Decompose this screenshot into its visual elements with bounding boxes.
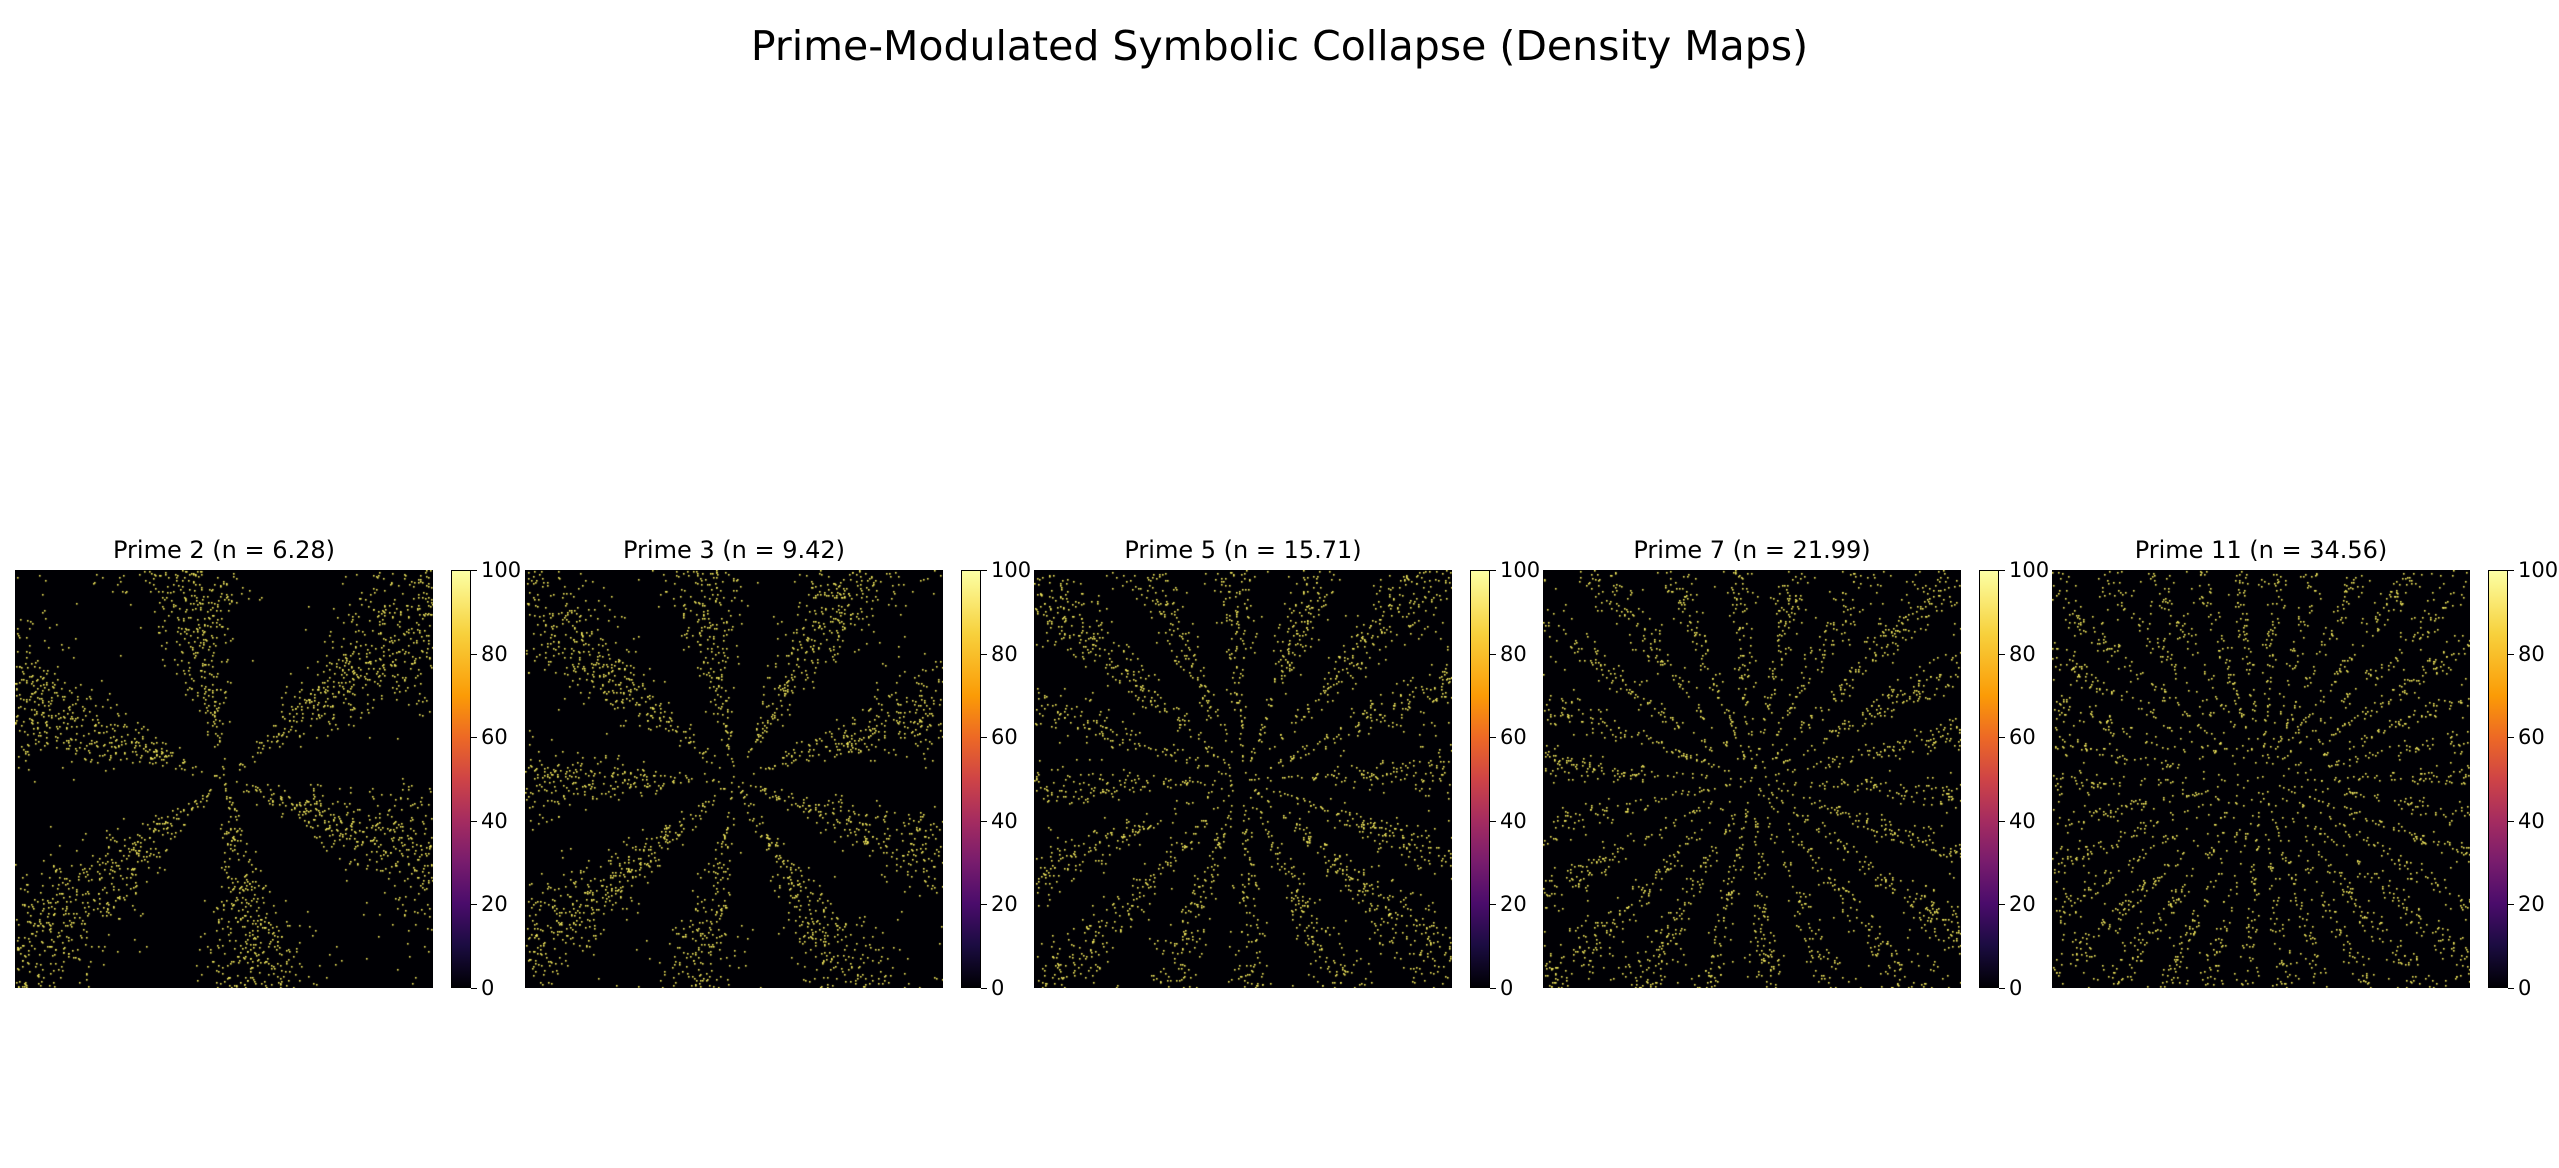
colorbar-tick-label: 40 bbox=[2518, 808, 2545, 833]
density-map bbox=[1543, 570, 1961, 988]
density-panel-prime-7: Prime 7 (n = 21.99) 0 20 40 60 80 100 bbox=[1543, 530, 2053, 1000]
colorbar-tick-mark bbox=[471, 737, 477, 739]
colorbar-tick-label: 40 bbox=[991, 808, 1018, 833]
colorbar-tick-label: 0 bbox=[1500, 976, 1514, 1000]
colorbar-tick-label: 0 bbox=[481, 976, 495, 1000]
colorbar-tick-mark bbox=[981, 904, 987, 906]
colorbar bbox=[961, 570, 981, 988]
colorbar-tick-label: 80 bbox=[481, 641, 508, 666]
colorbar-tick-mark bbox=[1999, 570, 2005, 571]
colorbar-tick-label: 100 bbox=[1500, 558, 1541, 582]
panel-title: Prime 5 (n = 15.71) bbox=[1124, 536, 1362, 564]
colorbar-tick-mark bbox=[981, 653, 987, 655]
colorbar-tick-mark bbox=[1490, 737, 1496, 739]
density-panel-prime-2: Prime 2 (n = 6.28) 0 20 40 60 80 100 bbox=[15, 530, 525, 1000]
colorbar-tick-mark bbox=[981, 820, 987, 822]
colorbar-tick-mark bbox=[2508, 653, 2514, 655]
panel-title: Prime 2 (n = 6.28) bbox=[113, 536, 335, 564]
colorbar-tick-label: 60 bbox=[991, 725, 1018, 750]
colorbar-tick-label: 20 bbox=[481, 892, 508, 917]
colorbar-tick-mark bbox=[1999, 737, 2005, 739]
colorbar-tick-mark bbox=[1999, 653, 2005, 655]
density-panel-prime-3: Prime 3 (n = 9.42) 0 20 40 60 80 100 bbox=[525, 530, 1035, 1000]
colorbar-tick-label: 40 bbox=[2009, 808, 2036, 833]
colorbar-tick-mark bbox=[981, 988, 987, 989]
colorbar-tick-mark bbox=[1490, 570, 1496, 571]
colorbar-tick-mark bbox=[2508, 820, 2514, 822]
panel-title: Prime 3 (n = 9.42) bbox=[623, 536, 845, 564]
colorbar-tick-label: 20 bbox=[1500, 892, 1527, 917]
figure-title: Prime-Modulated Symbolic Collapse (Densi… bbox=[750, 22, 1809, 70]
colorbar-tick-label: 40 bbox=[481, 808, 508, 833]
colorbar-tick-label: 60 bbox=[481, 725, 508, 750]
colorbar bbox=[1979, 570, 1999, 988]
colorbar-tick-mark bbox=[2508, 988, 2514, 989]
panel-title: Prime 11 (n = 34.56) bbox=[2134, 536, 2388, 564]
colorbar-tick-label: 60 bbox=[2518, 725, 2545, 750]
colorbar-tick-label: 100 bbox=[2009, 558, 2050, 582]
colorbar-tick-label: 20 bbox=[991, 892, 1018, 917]
colorbar-tick-mark bbox=[1999, 820, 2005, 822]
colorbar-tick-mark bbox=[2508, 904, 2514, 906]
colorbar bbox=[451, 570, 471, 988]
colorbar bbox=[1470, 570, 1490, 988]
colorbar-tick-label: 80 bbox=[991, 641, 1018, 666]
density-map bbox=[525, 570, 943, 988]
colorbar-tick-mark bbox=[471, 988, 477, 989]
colorbar-tick-mark bbox=[981, 570, 987, 571]
colorbar-tick-label: 40 bbox=[1500, 808, 1527, 833]
colorbar-tick-label: 80 bbox=[2009, 641, 2036, 666]
colorbar-tick-mark bbox=[2508, 737, 2514, 739]
colorbar-tick-mark bbox=[471, 653, 477, 655]
colorbar-tick-label: 100 bbox=[481, 558, 522, 582]
colorbar-tick-label: 100 bbox=[2518, 558, 2559, 582]
colorbar-tick-label: 60 bbox=[1500, 725, 1527, 750]
colorbar-tick-mark bbox=[2508, 570, 2514, 571]
density-panel-prime-5: Prime 5 (n = 15.71) 0 20 40 60 80 100 bbox=[1034, 530, 1544, 1000]
density-map bbox=[1034, 570, 1452, 988]
colorbar-tick-mark bbox=[981, 737, 987, 739]
colorbar-tick-mark bbox=[471, 820, 477, 822]
colorbar-tick-label: 20 bbox=[2518, 892, 2545, 917]
colorbar-tick-mark bbox=[1490, 904, 1496, 906]
colorbar-tick-label: 0 bbox=[2518, 976, 2532, 1000]
colorbar-tick-mark bbox=[471, 570, 477, 571]
colorbar-tick-label: 80 bbox=[1500, 641, 1527, 666]
density-panel-prime-11: Prime 11 (n = 34.56) 0 20 40 60 80 100 bbox=[2052, 530, 2559, 1000]
density-map bbox=[15, 570, 433, 988]
colorbar-tick-label: 100 bbox=[991, 558, 1032, 582]
colorbar-tick-mark bbox=[1490, 988, 1496, 989]
colorbar-tick-label: 60 bbox=[2009, 725, 2036, 750]
colorbar bbox=[2488, 570, 2508, 988]
colorbar-tick-mark bbox=[471, 904, 477, 906]
density-map bbox=[2052, 570, 2470, 988]
colorbar-tick-mark bbox=[1999, 904, 2005, 906]
colorbar-tick-label: 80 bbox=[2518, 641, 2545, 666]
colorbar-tick-label: 0 bbox=[2009, 976, 2023, 1000]
colorbar-tick-label: 0 bbox=[991, 976, 1005, 1000]
panel-title: Prime 7 (n = 21.99) bbox=[1633, 536, 1871, 564]
colorbar-tick-mark bbox=[1490, 820, 1496, 822]
colorbar-tick-mark bbox=[1999, 988, 2005, 989]
colorbar-tick-label: 20 bbox=[2009, 892, 2036, 917]
colorbar-tick-mark bbox=[1490, 653, 1496, 655]
